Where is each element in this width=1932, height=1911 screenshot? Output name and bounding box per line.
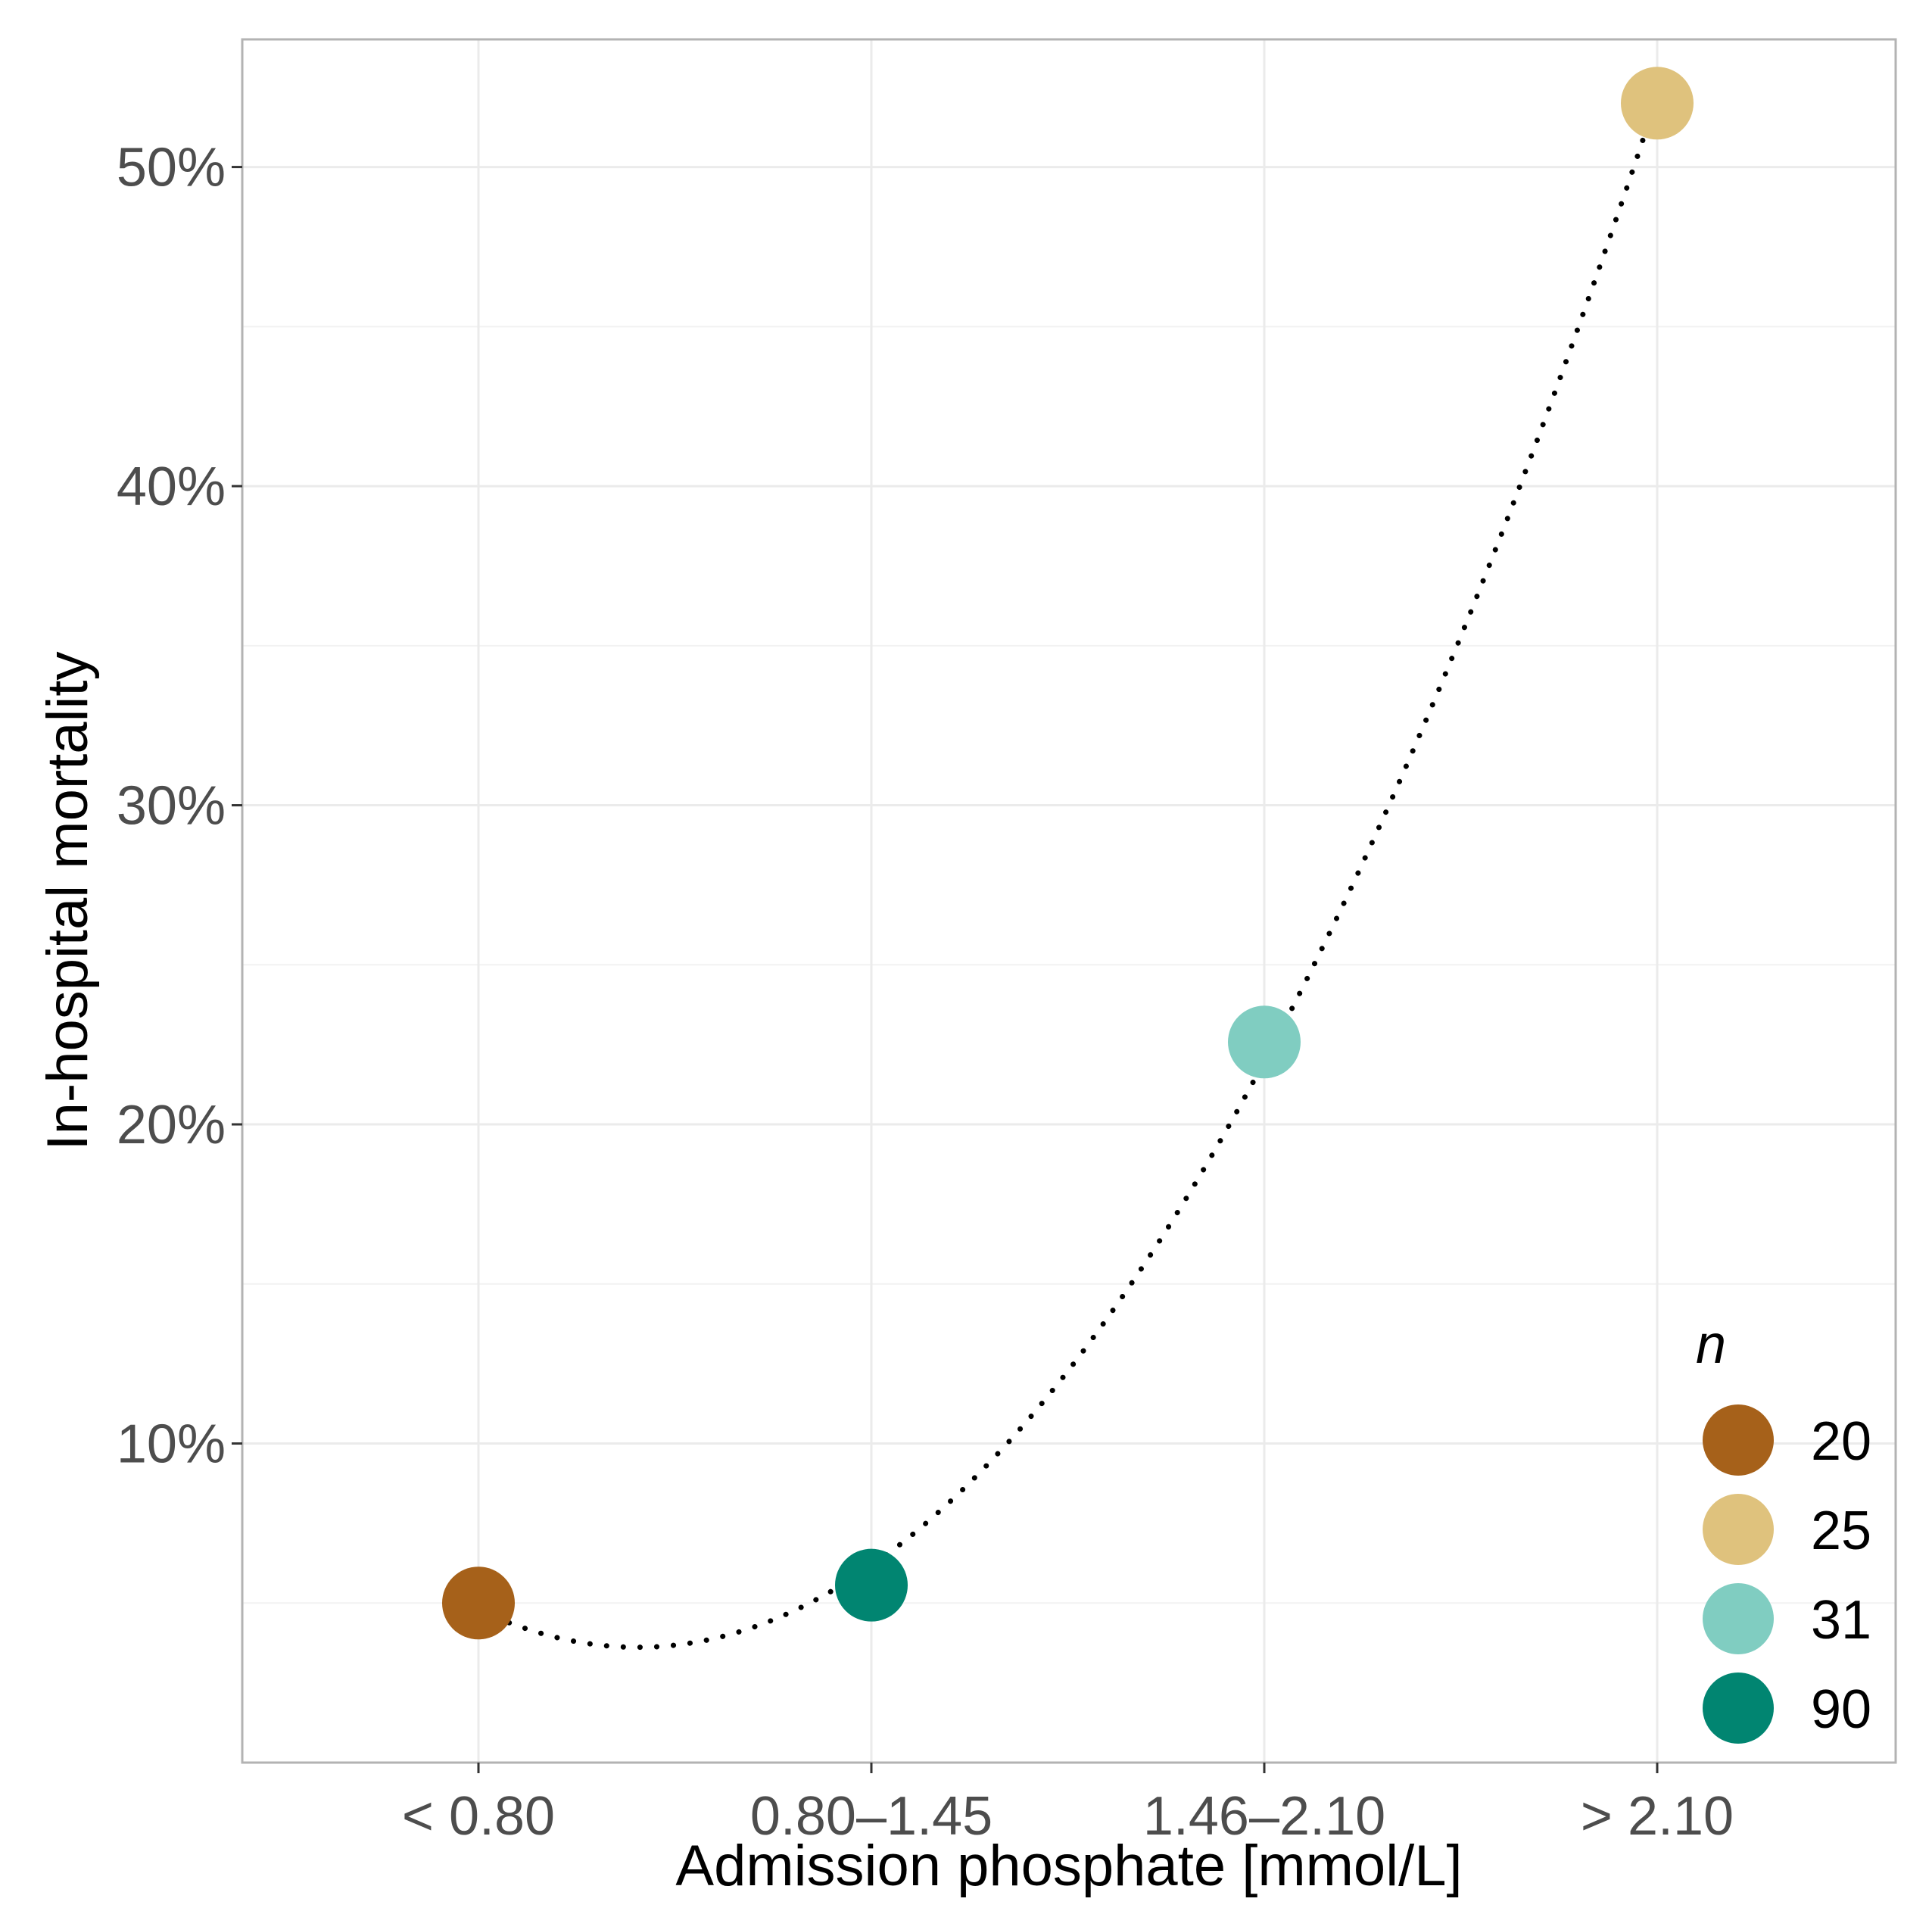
data-points [442,67,1694,1640]
data-point [835,1548,908,1622]
legend-label: 31 [1811,1590,1871,1651]
legend-title: n [1696,1314,1726,1375]
x-tick-label: < 0.80 [402,1786,555,1847]
legend-label: 90 [1811,1679,1871,1740]
major-gridlines [242,39,1896,1763]
legend-key [1703,1494,1774,1565]
legend-key [1703,1673,1774,1744]
x-tick-label: > 2.10 [1581,1786,1734,1847]
legend-entries: 20 25 31 90 [1703,1404,1871,1744]
x-tick-label: 1.46–2.10 [1143,1786,1385,1847]
y-axis-title: In-hospital mortality [36,652,100,1151]
legend-label: 25 [1811,1501,1871,1561]
legend: n 20 25 31 90 [1696,1314,1871,1744]
y-tick-label: 10% [117,1414,226,1475]
data-point [1228,1005,1301,1079]
x-axis-title: Admission phosphate [mmol/L] [675,1834,1462,1898]
y-tick-label: 50% [117,138,226,198]
minor-gridlines [242,326,1896,1604]
legend-key [1703,1583,1774,1654]
legend-key [1703,1404,1774,1476]
data-point [1621,67,1694,140]
y-tick-label: 20% [117,1095,226,1155]
panel-border [241,38,1897,1764]
y-axis: 10% 20% 30% 40% 50% [117,138,242,1475]
y-tick-label: 30% [117,776,226,837]
x-tick-label: 0.80–1.45 [750,1786,992,1847]
x-axis: < 0.80 0.80–1.45 1.46–2.10 > 2.10 [402,1763,1734,1847]
legend-label: 20 [1811,1411,1871,1472]
data-point [442,1567,515,1640]
trend-path [475,94,1660,1651]
y-tick-label: 40% [117,457,226,517]
trend-line [475,94,1660,1651]
